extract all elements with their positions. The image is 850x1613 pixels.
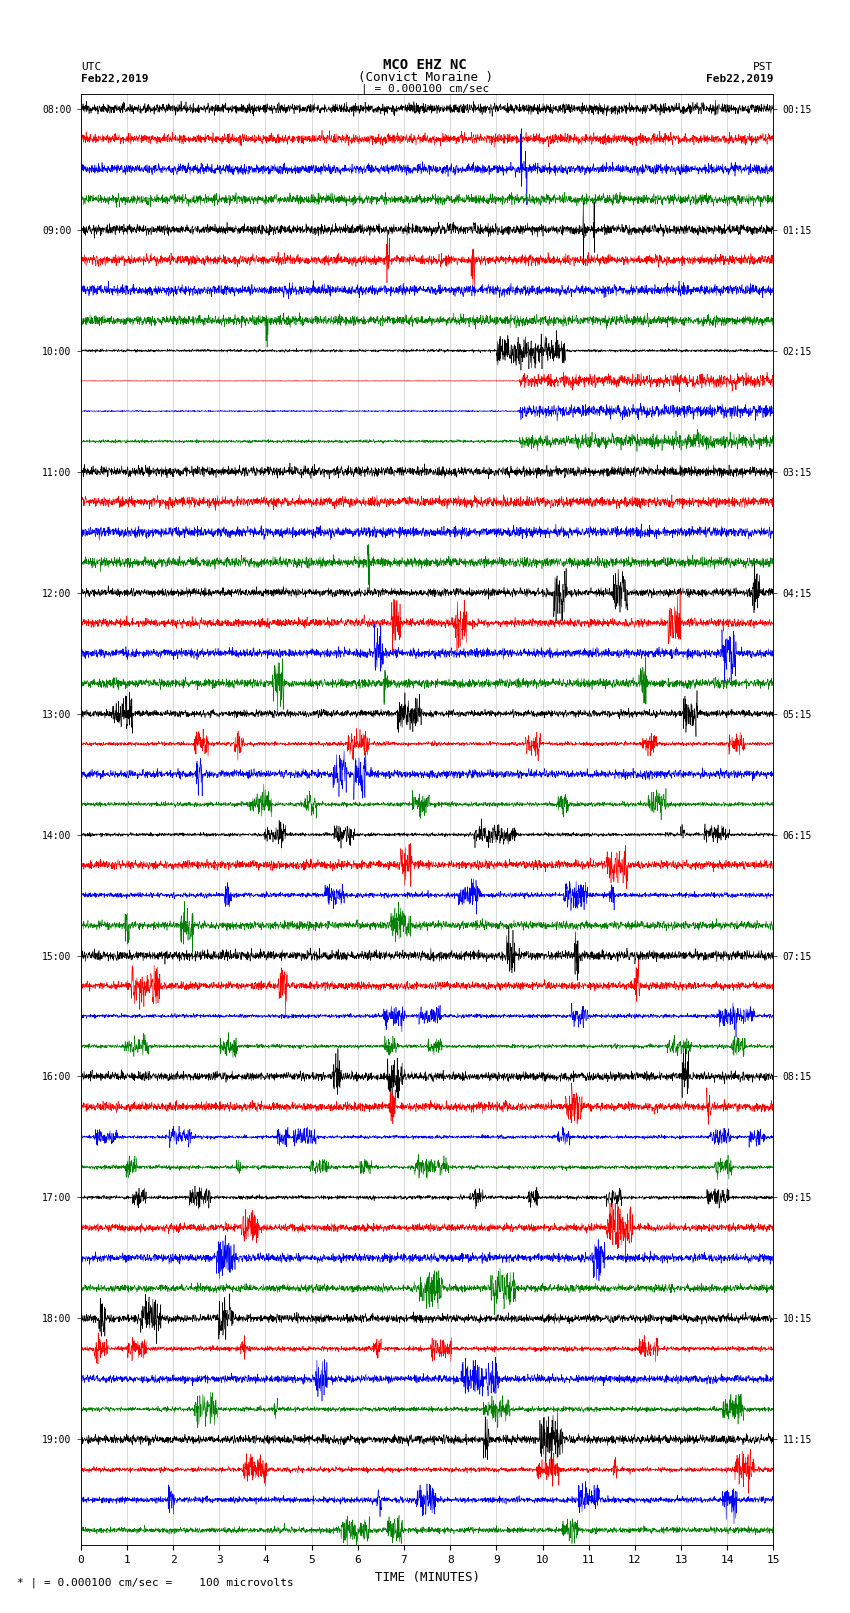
Text: Feb22,2019: Feb22,2019 <box>81 74 148 84</box>
Text: MCO EHZ NC: MCO EHZ NC <box>383 58 467 71</box>
Text: Feb22,2019: Feb22,2019 <box>706 74 774 84</box>
Text: | = 0.000100 cm/sec: | = 0.000100 cm/sec <box>361 84 489 94</box>
Text: (Convict Moraine ): (Convict Moraine ) <box>358 71 492 84</box>
Text: UTC: UTC <box>81 61 101 71</box>
Text: PST: PST <box>753 61 774 71</box>
X-axis label: TIME (MINUTES): TIME (MINUTES) <box>375 1571 479 1584</box>
Text: * | = 0.000100 cm/sec =    100 microvolts: * | = 0.000100 cm/sec = 100 microvolts <box>17 1578 294 1589</box>
